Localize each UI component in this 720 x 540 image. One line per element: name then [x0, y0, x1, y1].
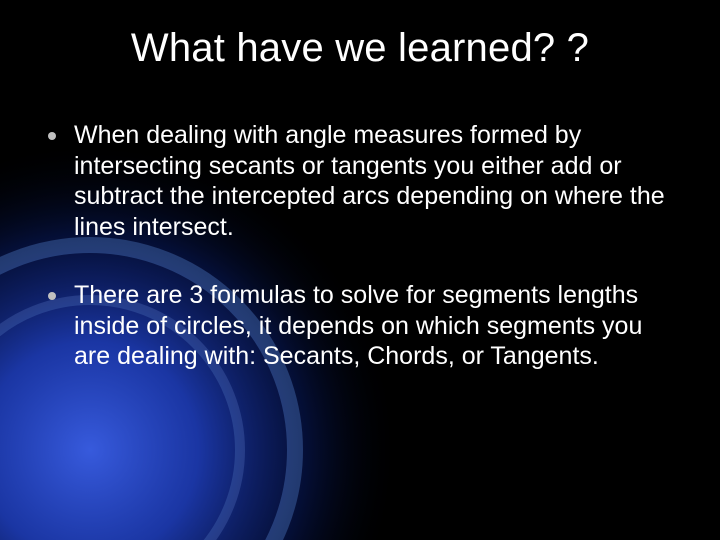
bullet-text: When dealing with angle measures formed …: [74, 120, 680, 242]
slide-title: What have we learned? ?: [0, 26, 720, 71]
bullet-item: When dealing with angle measures formed …: [48, 120, 680, 242]
slide: What have we learned? ? When dealing wit…: [0, 0, 720, 540]
bullet-item: There are 3 formulas to solve for segmen…: [48, 280, 680, 372]
slide-body: When dealing with angle measures formed …: [48, 120, 680, 410]
bullet-dot-icon: [48, 292, 56, 300]
bullet-dot-icon: [48, 132, 56, 140]
bullet-text: There are 3 formulas to solve for segmen…: [74, 280, 680, 372]
